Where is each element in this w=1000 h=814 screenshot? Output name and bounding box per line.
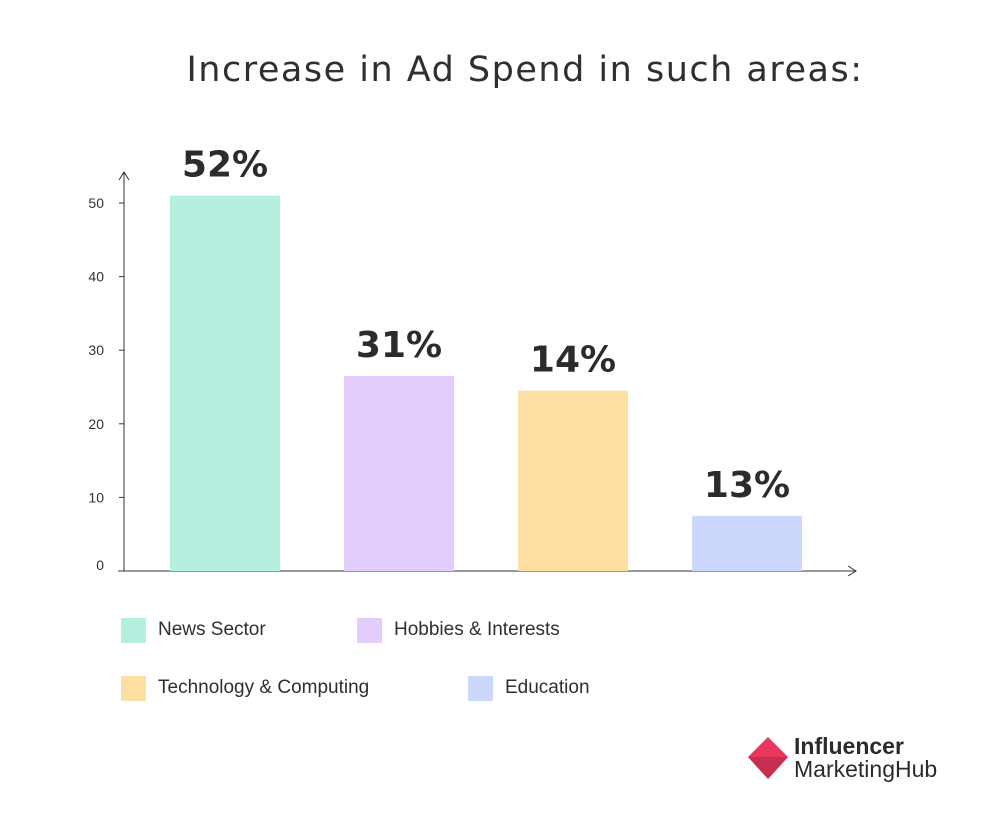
y-tick-label-50: 50 xyxy=(88,195,104,211)
y-tick-label-30: 30 xyxy=(88,342,104,358)
legend-label-hobbies: Hobbies & Interests xyxy=(394,619,560,640)
y-tick-label-10: 10 xyxy=(88,489,104,505)
data-label-1: 31% xyxy=(356,325,442,366)
y-tick-label-40: 40 xyxy=(88,269,104,285)
influencer-marketing-hub-logo: Influencer MarketingHub xyxy=(746,733,966,785)
legend-item-news-sector: News Sector xyxy=(121,617,266,643)
logo-text-marketinghub: MarketingHub xyxy=(794,756,938,782)
y-axis-ticks: 0 10 20 30 40 50 xyxy=(88,195,124,573)
legend-swatch-news-sector xyxy=(121,617,146,643)
y-tick-label-20: 20 xyxy=(88,416,104,432)
bar-2 xyxy=(518,390,628,571)
data-label-2: 14% xyxy=(530,340,616,381)
legend-swatch-technology xyxy=(121,675,146,701)
x-axis-arrow xyxy=(847,565,857,577)
bars xyxy=(170,195,802,571)
y-axis-arrow xyxy=(118,171,130,181)
legend-label-news-sector: News Sector xyxy=(158,619,266,640)
legend-swatch-hobbies xyxy=(357,617,382,643)
y-tick-label-0: 0 xyxy=(96,557,104,573)
legend-swatch-education xyxy=(468,675,493,701)
data-label-3: 13% xyxy=(704,465,790,506)
chart-title: Increase in Ad Spend in such areas: xyxy=(186,50,864,90)
logo-text-influencer: Influencer xyxy=(794,733,904,759)
bar-0 xyxy=(170,195,280,571)
data-labels: 52% 31% 14% 13% xyxy=(182,145,790,506)
legend-label-education: Education xyxy=(505,677,590,698)
legend-item-hobbies: Hobbies & Interests xyxy=(357,617,560,643)
bar-3 xyxy=(692,515,802,571)
bar-1 xyxy=(344,375,454,571)
legend-label-technology: Technology & Computing xyxy=(158,677,370,698)
data-label-0: 52% xyxy=(182,145,268,186)
legend-item-education: Education xyxy=(468,675,590,701)
logo-mark-icon xyxy=(748,737,788,779)
legend-item-technology: Technology & Computing xyxy=(121,675,369,701)
